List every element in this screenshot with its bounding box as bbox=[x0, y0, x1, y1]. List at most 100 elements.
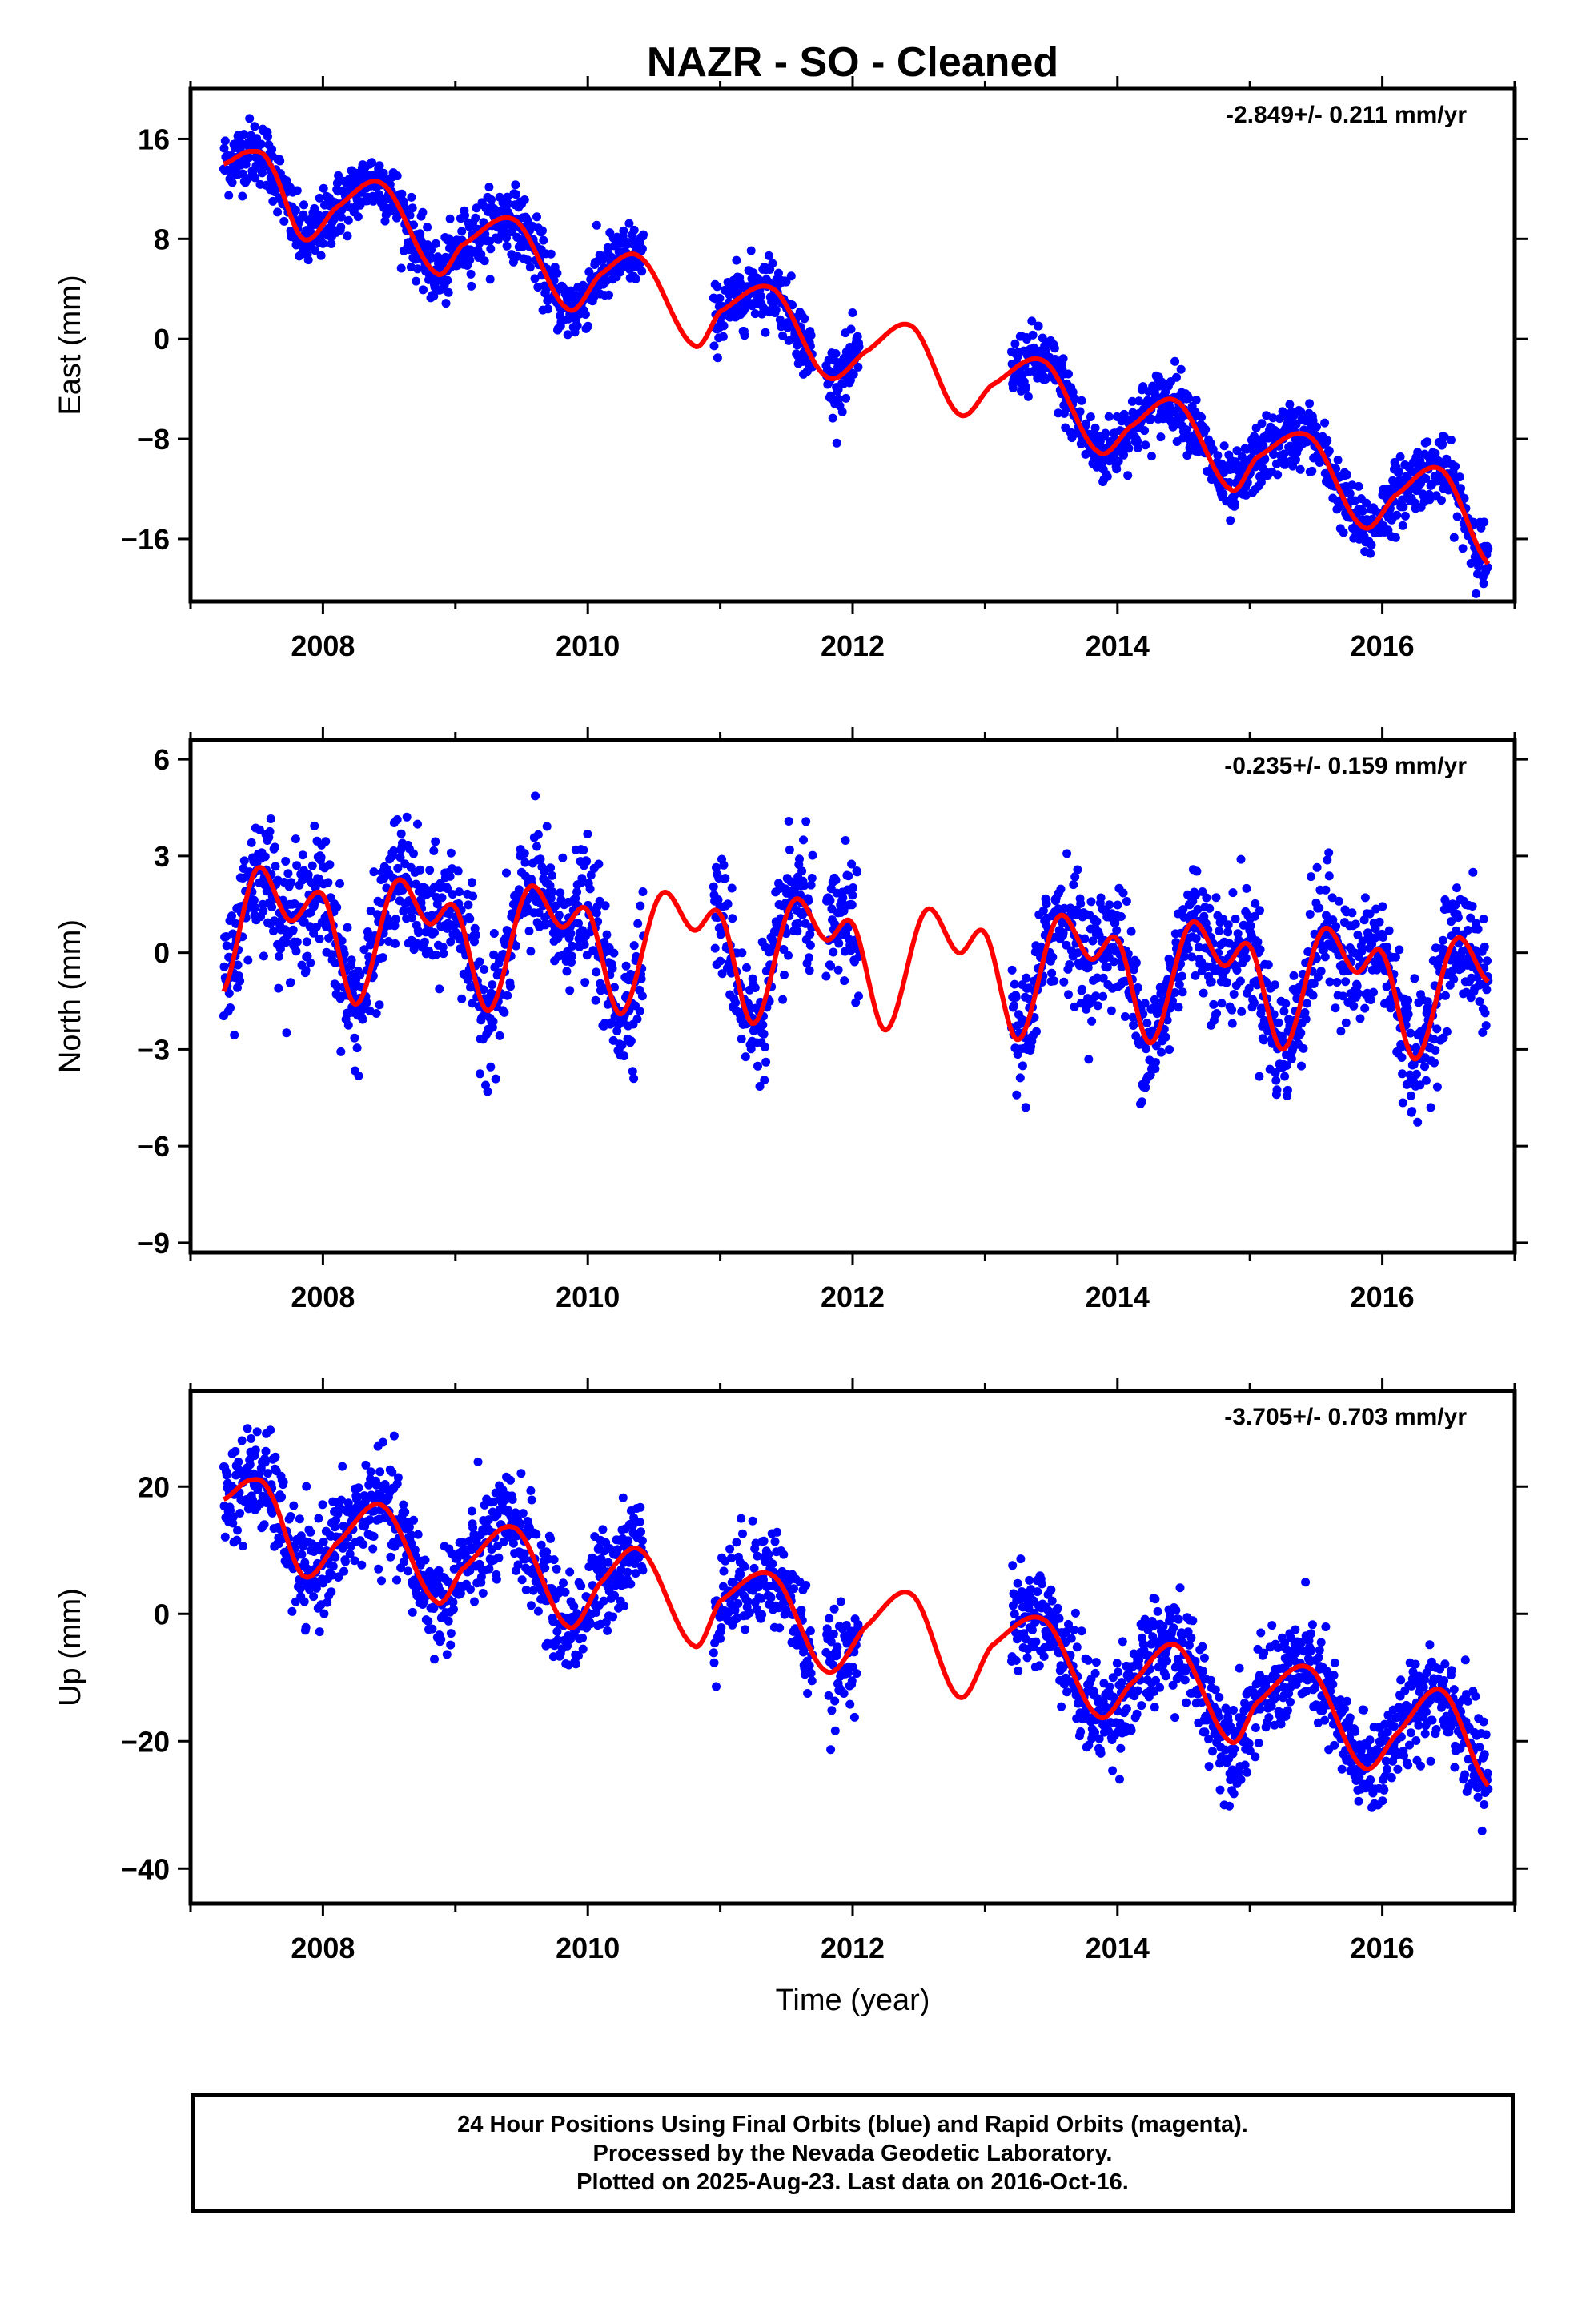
data-point bbox=[713, 282, 722, 292]
data-point bbox=[847, 900, 857, 910]
data-point bbox=[546, 1534, 556, 1543]
data-point bbox=[1028, 330, 1038, 340]
data-point bbox=[1191, 934, 1201, 943]
data-point bbox=[1086, 897, 1096, 907]
data-point bbox=[502, 241, 512, 251]
data-point bbox=[637, 244, 647, 254]
data-point bbox=[392, 1575, 401, 1585]
data-point bbox=[1431, 448, 1440, 458]
data-point bbox=[325, 860, 335, 870]
data-point bbox=[1199, 988, 1208, 998]
data-point bbox=[527, 1601, 536, 1610]
data-point bbox=[483, 1087, 492, 1096]
data-point bbox=[599, 1596, 608, 1606]
data-point bbox=[407, 1539, 416, 1548]
data-point bbox=[514, 885, 524, 895]
data-point bbox=[1262, 411, 1271, 420]
data-point bbox=[841, 393, 851, 403]
data-point bbox=[512, 190, 520, 199]
data-point bbox=[428, 1624, 437, 1634]
data-point bbox=[638, 1566, 648, 1575]
data-point bbox=[636, 901, 645, 911]
data-point bbox=[476, 1069, 484, 1079]
data-point bbox=[637, 267, 647, 276]
data-point bbox=[1205, 903, 1215, 913]
data-point bbox=[431, 950, 440, 959]
y-tick-label: 3 bbox=[154, 840, 170, 873]
y-tick-label: −16 bbox=[121, 523, 170, 556]
data-point bbox=[396, 263, 406, 273]
data-point bbox=[737, 948, 747, 958]
data-point bbox=[354, 1483, 363, 1493]
data-point bbox=[1439, 945, 1449, 955]
data-point bbox=[370, 1506, 379, 1516]
data-point bbox=[435, 984, 444, 994]
y-tick-label: 0 bbox=[154, 323, 170, 356]
data-point bbox=[504, 199, 513, 209]
data-point bbox=[565, 986, 575, 995]
data-point bbox=[632, 1015, 642, 1023]
data-point bbox=[338, 1462, 347, 1471]
data-point bbox=[566, 929, 576, 939]
data-point bbox=[1413, 448, 1423, 457]
data-point bbox=[1429, 1035, 1439, 1044]
data-point bbox=[710, 943, 720, 953]
data-point bbox=[248, 1495, 257, 1505]
data-point bbox=[279, 1478, 288, 1487]
data-point bbox=[467, 1545, 476, 1554]
data-point bbox=[1223, 927, 1233, 937]
data-point bbox=[1062, 849, 1072, 858]
data-point bbox=[446, 1640, 456, 1650]
data-point bbox=[327, 239, 336, 248]
data-point bbox=[1191, 396, 1201, 404]
data-point bbox=[1460, 493, 1469, 503]
data-point bbox=[343, 231, 352, 241]
data-point bbox=[582, 951, 592, 960]
data-point bbox=[1305, 910, 1315, 919]
data-point bbox=[518, 1509, 528, 1518]
data-point bbox=[230, 1031, 239, 1039]
data-point bbox=[1102, 472, 1112, 481]
data-point bbox=[1331, 922, 1341, 931]
data-point bbox=[220, 1532, 230, 1542]
data-point bbox=[478, 1589, 488, 1598]
data-point bbox=[1453, 913, 1463, 923]
data-point bbox=[1165, 1045, 1174, 1055]
data-point bbox=[260, 852, 270, 862]
data-point bbox=[287, 1606, 297, 1616]
data-point bbox=[837, 407, 847, 416]
data-point bbox=[302, 937, 311, 947]
data-point bbox=[237, 1436, 247, 1445]
data-point bbox=[1458, 544, 1468, 553]
data-point bbox=[1250, 911, 1259, 921]
data-point bbox=[1397, 1053, 1407, 1062]
data-point bbox=[1105, 900, 1114, 910]
data-point bbox=[793, 919, 803, 928]
data-point bbox=[1437, 496, 1446, 505]
data-point bbox=[389, 1431, 399, 1441]
data-point bbox=[429, 1604, 439, 1613]
data-point bbox=[1398, 1098, 1407, 1108]
data-point bbox=[343, 215, 353, 225]
data-point bbox=[1118, 888, 1128, 898]
data-point bbox=[603, 1626, 612, 1635]
data-point bbox=[467, 1506, 476, 1516]
data-point bbox=[379, 168, 388, 178]
model-fit-line bbox=[221, 865, 1490, 1062]
data-point bbox=[1088, 936, 1098, 946]
data-point bbox=[355, 970, 365, 979]
data-point bbox=[502, 233, 511, 243]
data-point bbox=[315, 1627, 324, 1637]
data-point bbox=[306, 1527, 315, 1537]
data-point bbox=[247, 1434, 256, 1443]
data-point bbox=[552, 268, 562, 278]
data-point bbox=[390, 921, 400, 931]
data-point bbox=[1369, 987, 1378, 997]
data-point bbox=[579, 846, 588, 854]
data-point bbox=[626, 1579, 636, 1589]
data-point bbox=[533, 1606, 543, 1616]
data-point bbox=[517, 1575, 527, 1585]
data-point bbox=[466, 983, 475, 992]
